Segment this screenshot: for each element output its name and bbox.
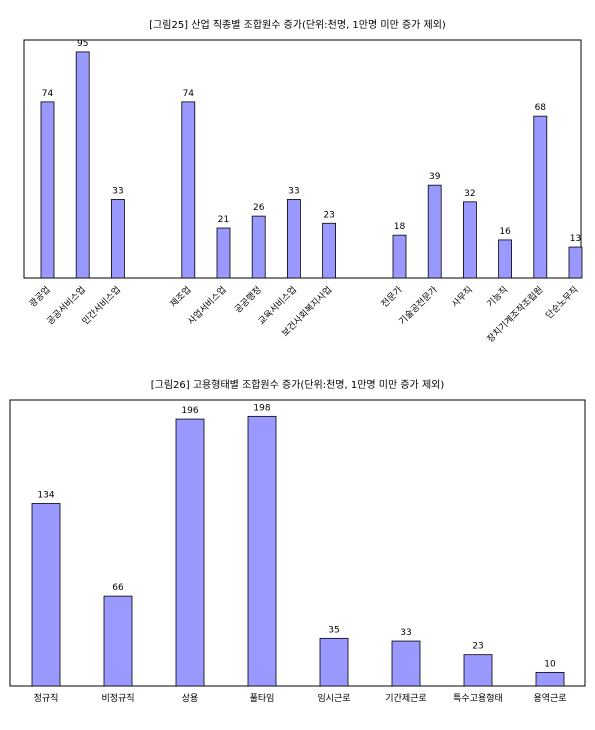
chart1-plot-frame [23,39,582,279]
chart1-tick-label: 단순노무직 [544,284,581,321]
chart1-value-label: 26 [253,203,265,213]
chart2-bar [463,654,493,687]
chart1-tick-label: 기능직 [485,284,510,309]
chart1-value-label: 33 [288,186,299,196]
chart1-value-label: 33 [112,186,123,196]
chart1-tick-label: 장치기계조작조립원 [484,284,545,345]
chart2: 134 정규직 66 비정규직 196 상용 198 풀타임 35 임시근로 33 기간제근로 23 특수… [31,403,567,704]
chart1-value-label: 13 [570,234,581,244]
chart1-tick-label: 광공업 [27,284,53,310]
chart2-tick-label: 비정규직 [101,693,134,704]
chart2-tick-label: 기간제근로 [385,693,426,704]
chart1-value-label: 32 [464,189,475,199]
chart2-value-label: 10 [544,659,556,669]
chart2-plot-frame [9,399,586,687]
chart2-value-label: 196 [181,406,198,416]
chart2-value-label: 33 [400,628,411,638]
chart1-bar [181,101,196,279]
chart1: 74광공업95공공서비스업33민간서비스업74제조업21사업서비스업26공공행정… [27,39,583,345]
chart2-bar [31,503,61,687]
chart1-value-label: 18 [394,222,406,232]
chart2-tick-label: 풀타임 [250,692,275,704]
chart1-bar [286,199,301,279]
chart2-bar [319,637,349,687]
chart1-value-label: 39 [429,172,441,182]
chart2-value-label: 134 [37,491,54,501]
chart1-value-label: 74 [183,89,195,99]
chart1-value-label: 16 [499,227,511,237]
chart1-value-label: 68 [535,103,547,113]
chart1-bar [533,115,548,279]
chart1-value-label: 74 [42,89,54,99]
chart2-bar [391,640,421,687]
chart2-value-label: 198 [253,403,270,413]
chart2-tick-label: 상용 [182,693,199,704]
chart1-title: [그림25] 산업 직종별 조합원수 증가(단위:천명, 1만명 미만 증가 제… [149,20,446,31]
chart1-value-label: 23 [323,210,334,220]
chart1-tick-label: 기술공전문가 [397,284,440,327]
chart2-title: [그림26] 고용형태별 조합원수 증가(단위:천명, 1만명 미만 증가 제외… [150,380,445,391]
chart1-bar [462,201,477,279]
chart2-value-label: 23 [472,642,483,652]
chart1-value-label: 21 [218,215,229,225]
chart1-value-label: 95 [77,39,88,49]
chart1-bar [568,246,583,279]
chart2-tick-label: 특수고용형태 [453,693,503,704]
chart2-bar [535,671,565,687]
chart1-tick-label: 사무직 [450,284,475,309]
chart1-tick-label: 전문가 [379,284,404,309]
chart1-bar [75,51,90,279]
chart2-bar [175,418,205,687]
chart2-value-label: 35 [328,625,339,635]
chart2-tick-label: 용역근로 [533,693,566,704]
chart2-bar [103,595,133,687]
chart2-tick-label: 정규직 [34,693,59,704]
chart1-tick-label: 공공행정 [232,284,264,316]
chart1-bar [111,199,125,279]
chart1-bar [216,227,231,279]
chart1-bar [322,222,337,279]
chart1-bar [392,234,407,279]
chart1-bar [251,215,266,279]
chart1-tick-label: 사업서비스업 [186,284,229,327]
chart2-bar [247,415,277,687]
chart2-value-label: 66 [112,583,124,593]
chart1-bar [427,184,442,279]
chart1-bar [40,101,55,279]
chart2-tick-label: 임시근로 [317,692,350,704]
chart1-tick-label: 제조업 [168,284,193,309]
chart1-bar [498,239,513,279]
chart1-tick-label: 민간서비스업 [80,284,123,327]
